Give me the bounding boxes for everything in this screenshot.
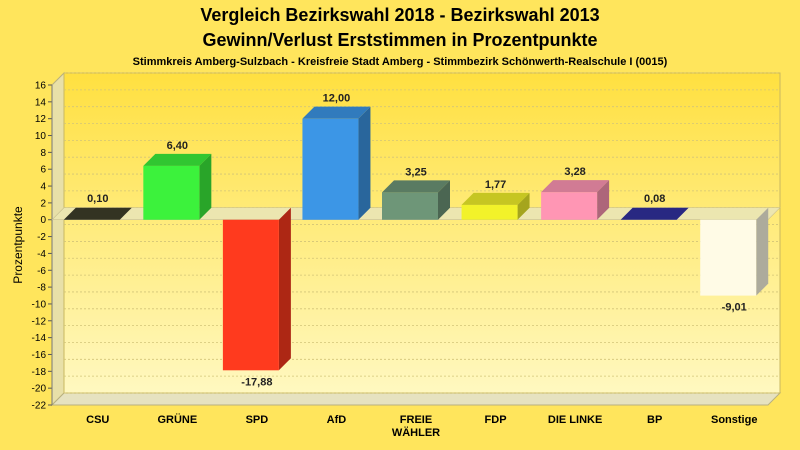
x-tick-label: DIE LINKE [548,414,602,426]
y-tick-label: 16 [35,81,47,92]
data-label: 3,28 [564,166,585,178]
y-tick-label: -8 [37,283,46,294]
bar-top [302,106,371,119]
y-tick-label: -14 [32,333,47,344]
x-tick-label: WÄHLER [392,426,440,439]
data-label: 0,08 [644,193,665,205]
plot-back-wall [63,72,781,394]
y-tick-label: 2 [40,198,46,209]
y-tick-label: 14 [35,97,47,108]
bar-top [541,180,610,193]
plot-area: 16 14 12 10 8 6 4 2 0 -2 -4 -6 -8 -10 -12 -14 -16 -18 -20 -… [32,71,782,439]
data-label: 12,00 [323,93,351,105]
bar-side [438,180,450,220]
x-tick-label: AfD [327,414,347,426]
data-label: 3,25 [405,166,426,178]
bar-top [143,153,212,166]
x-tick-label: GRÜNE [157,413,197,426]
bar [302,118,359,220]
y-axis-label: Prozentpunkte [11,206,25,284]
plot-side-wall [51,71,65,407]
x-tick-label: BP [647,414,662,426]
bar [541,192,598,220]
data-label: -9,01 [722,302,747,314]
data-label: 0,10 [87,193,108,205]
y-tick-label: -6 [37,266,46,277]
y-tick-label: -18 [32,367,47,378]
data-label: -17,88 [241,376,272,388]
bar-side [517,192,530,220]
y-tick-label: -22 [32,401,47,412]
y-tick-label: 12 [35,114,47,125]
y-tick-label: -20 [32,384,47,395]
chart-subtitle: Gewinn/Verlust Erststimmen in Prozentpun… [202,30,597,50]
bar-side [278,207,291,371]
y-tick-label: -16 [32,350,47,361]
y-tick-label: 6 [40,165,46,176]
y-tick-label: 0 [40,215,46,226]
bar-side [756,207,769,296]
y-tick-label: -12 [32,316,47,327]
bar [461,204,518,220]
chart-caption: Stimmkreis Amberg-Sulzbach - Kreisfreie … [133,56,668,68]
bar [620,207,689,220]
y-tick-label: -10 [32,299,47,310]
bar-top [382,180,450,193]
bar-top [461,192,530,205]
y-tick-label: -2 [37,232,46,243]
bar-side [597,180,610,220]
x-tick-label: CSU [86,414,109,426]
bar [222,219,279,371]
data-label: 6,40 [167,140,188,152]
y-tick-label: 4 [40,182,46,193]
x-tick-label: SPD [246,414,269,426]
x-tick-label: Sonstige [711,414,757,426]
bar [382,192,438,220]
bar [143,165,200,220]
bar-side [199,153,212,220]
bar [63,207,132,220]
y-tick-label: 10 [35,131,47,142]
x-tick-label: FDP [485,414,507,426]
chart-title: Vergleich Bezirkswahl 2018 - Bezirkswahl… [200,5,599,25]
y-tick-label: 8 [40,148,46,159]
y-tick-label: -4 [37,249,46,260]
bar-side [358,106,371,220]
plot-floor [50,392,782,406]
bar [700,219,757,296]
data-label: 1,77 [485,179,506,191]
x-tick-label: FREIE [400,414,432,426]
